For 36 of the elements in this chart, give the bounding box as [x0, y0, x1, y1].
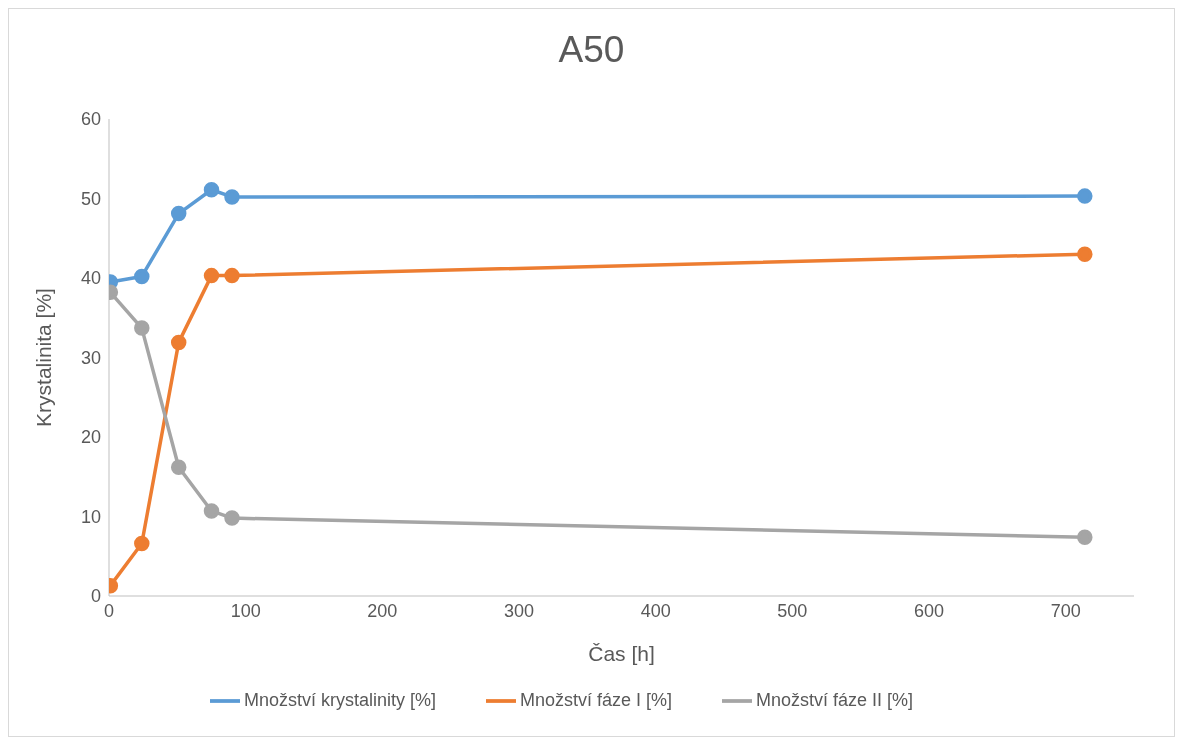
y-tick-label: 60	[80, 109, 101, 130]
legend-label: Množství krystalinity [%]	[243, 689, 436, 710]
x-tick-label: 400	[640, 600, 671, 621]
y-tick-label: 50	[80, 188, 101, 209]
point	[1077, 188, 1093, 204]
point	[170, 459, 187, 475]
chart-title: A50	[557, 28, 626, 72]
point	[170, 334, 187, 351]
point	[203, 182, 220, 198]
y-tick-label: 20	[80, 427, 101, 448]
point	[1077, 529, 1093, 545]
y-tick-label: 0	[90, 586, 101, 607]
point	[203, 503, 220, 519]
y-tick-label: 40	[80, 268, 101, 289]
x-tick-label: 500	[777, 600, 808, 621]
point	[134, 268, 150, 285]
point	[134, 535, 150, 552]
x-axis-title: Čas [h]	[588, 642, 655, 665]
point	[134, 320, 150, 336]
point	[224, 510, 240, 526]
point	[224, 267, 240, 284]
x-tick-label: 700	[1050, 600, 1081, 621]
x-tick-label: 600	[913, 600, 945, 621]
x-tick-label: 100	[230, 600, 261, 621]
legend-label: Množství fáze II [%]	[756, 689, 914, 710]
legend-label: Množství fáze I [%]	[519, 689, 673, 710]
y-axis-title: Krystalinita [%]	[32, 288, 56, 427]
point	[203, 267, 220, 284]
x-tick-label: 300	[503, 600, 535, 621]
point	[170, 205, 187, 222]
point	[1077, 246, 1093, 262]
y-tick-label: 10	[80, 506, 101, 527]
y-tick-label: 30	[80, 347, 101, 368]
x-tick-label: 0	[103, 600, 115, 621]
x-tick-label: 200	[367, 600, 398, 621]
point	[224, 189, 240, 205]
